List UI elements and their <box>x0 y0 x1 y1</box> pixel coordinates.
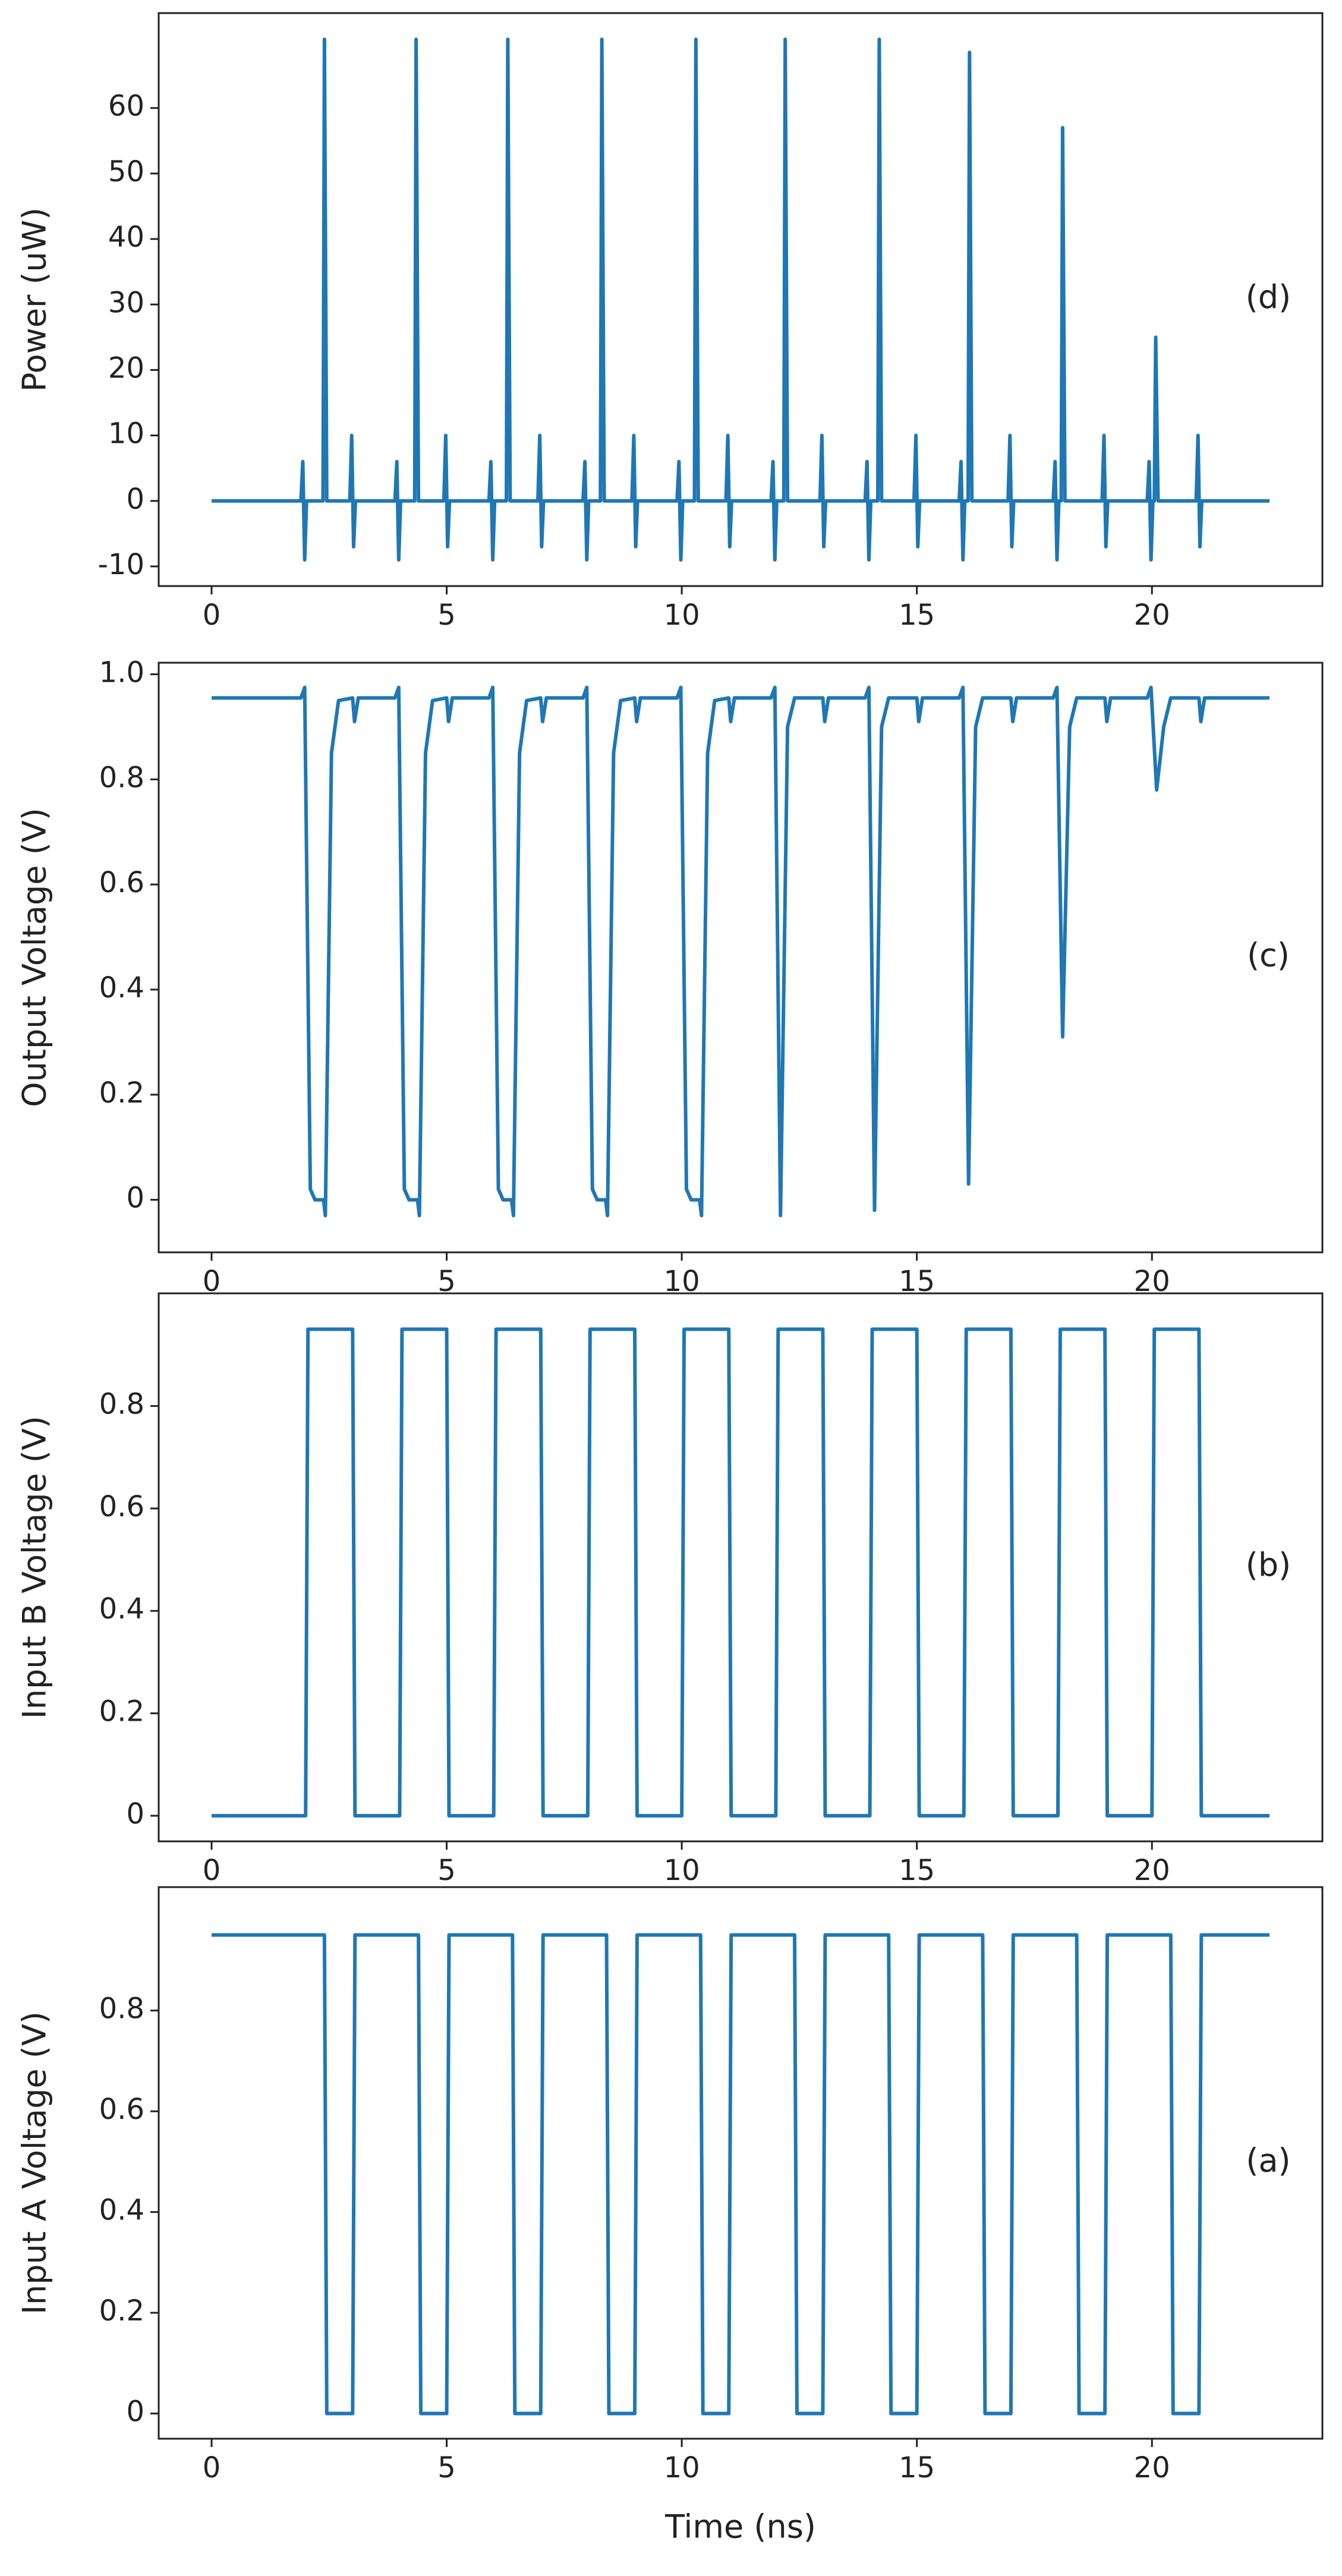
y-tick-label: 0.6 <box>99 2093 144 2126</box>
y-tick-label: 0 <box>126 1797 144 1831</box>
x-tick-label: 0 <box>203 2451 221 2484</box>
y-tick-label: 0.6 <box>99 1490 144 1523</box>
y-tick-label: 0.8 <box>99 1388 144 1421</box>
y-tick-label: 50 <box>108 155 144 188</box>
y-tick-label: 0.2 <box>99 1076 144 1110</box>
x-tick-label: 10 <box>664 2451 700 2484</box>
y-axis-label: Power (uW) <box>16 207 53 392</box>
x-tick-label: 5 <box>437 599 456 632</box>
y-tick-label: 20 <box>108 351 144 385</box>
y-tick-label: 40 <box>108 221 144 254</box>
y-tick-label: 30 <box>108 286 144 319</box>
data-line <box>212 1933 1269 2416</box>
data-line <box>212 37 1269 562</box>
y-tick-label: 60 <box>108 90 144 123</box>
x-tick-label: 15 <box>899 599 935 632</box>
y-tick-label: 0.8 <box>99 1992 144 2026</box>
x-tick-label: 20 <box>1134 599 1170 632</box>
x-tick-label: 5 <box>437 1854 456 1887</box>
x-tick-label: 5 <box>437 2451 456 2484</box>
y-tick-label: 0.8 <box>99 761 144 794</box>
y-tick-label: 1.0 <box>99 656 144 689</box>
plot-frame <box>157 12 1324 587</box>
y-tick-label: 10 <box>108 417 144 451</box>
data-line <box>212 685 1269 1218</box>
x-tick-label: 15 <box>899 1854 935 1887</box>
y-axis-label: Input A Voltage (V) <box>16 2011 53 2314</box>
y-tick-label: 0.6 <box>99 866 144 899</box>
panel-annotation: (d) <box>1246 279 1291 316</box>
plot-frame <box>157 662 1324 1254</box>
panel-annotation: (c) <box>1247 937 1290 974</box>
panel-annotation: (a) <box>1246 2142 1290 2180</box>
y-tick-label: 0.4 <box>99 971 144 1004</box>
x-tick-label: 10 <box>664 599 700 632</box>
x-tick-label: 20 <box>1134 2451 1170 2484</box>
x-tick-label: 10 <box>664 1854 700 1887</box>
y-tick-label: 0 <box>126 483 144 516</box>
x-tick-label: 15 <box>899 2451 935 2484</box>
y-axis-label: Output Voltage (V) <box>16 808 53 1107</box>
data-line <box>212 1327 1269 1818</box>
y-tick-label: 0.2 <box>99 2294 144 2328</box>
y-tick-label: 0.4 <box>99 2194 144 2227</box>
plot-frame <box>157 1292 1324 1843</box>
panel-annotation: (b) <box>1246 1547 1291 1584</box>
plot-frame <box>157 1886 1324 2440</box>
y-tick-label: 0 <box>126 2395 144 2429</box>
y-axis-label: Input B Voltage (V) <box>16 1416 53 1719</box>
y-tick-label: -10 <box>98 548 144 581</box>
x-axis-label: Time (ns) <box>664 2508 816 2546</box>
x-tick-label: 0 <box>203 1854 221 1887</box>
x-tick-label: 0 <box>203 599 221 632</box>
y-tick-label: 0.2 <box>99 1695 144 1728</box>
x-tick-label: 20 <box>1134 1854 1170 1887</box>
y-tick-label: 0.4 <box>99 1592 144 1626</box>
y-tick-label: 0 <box>126 1182 144 1215</box>
